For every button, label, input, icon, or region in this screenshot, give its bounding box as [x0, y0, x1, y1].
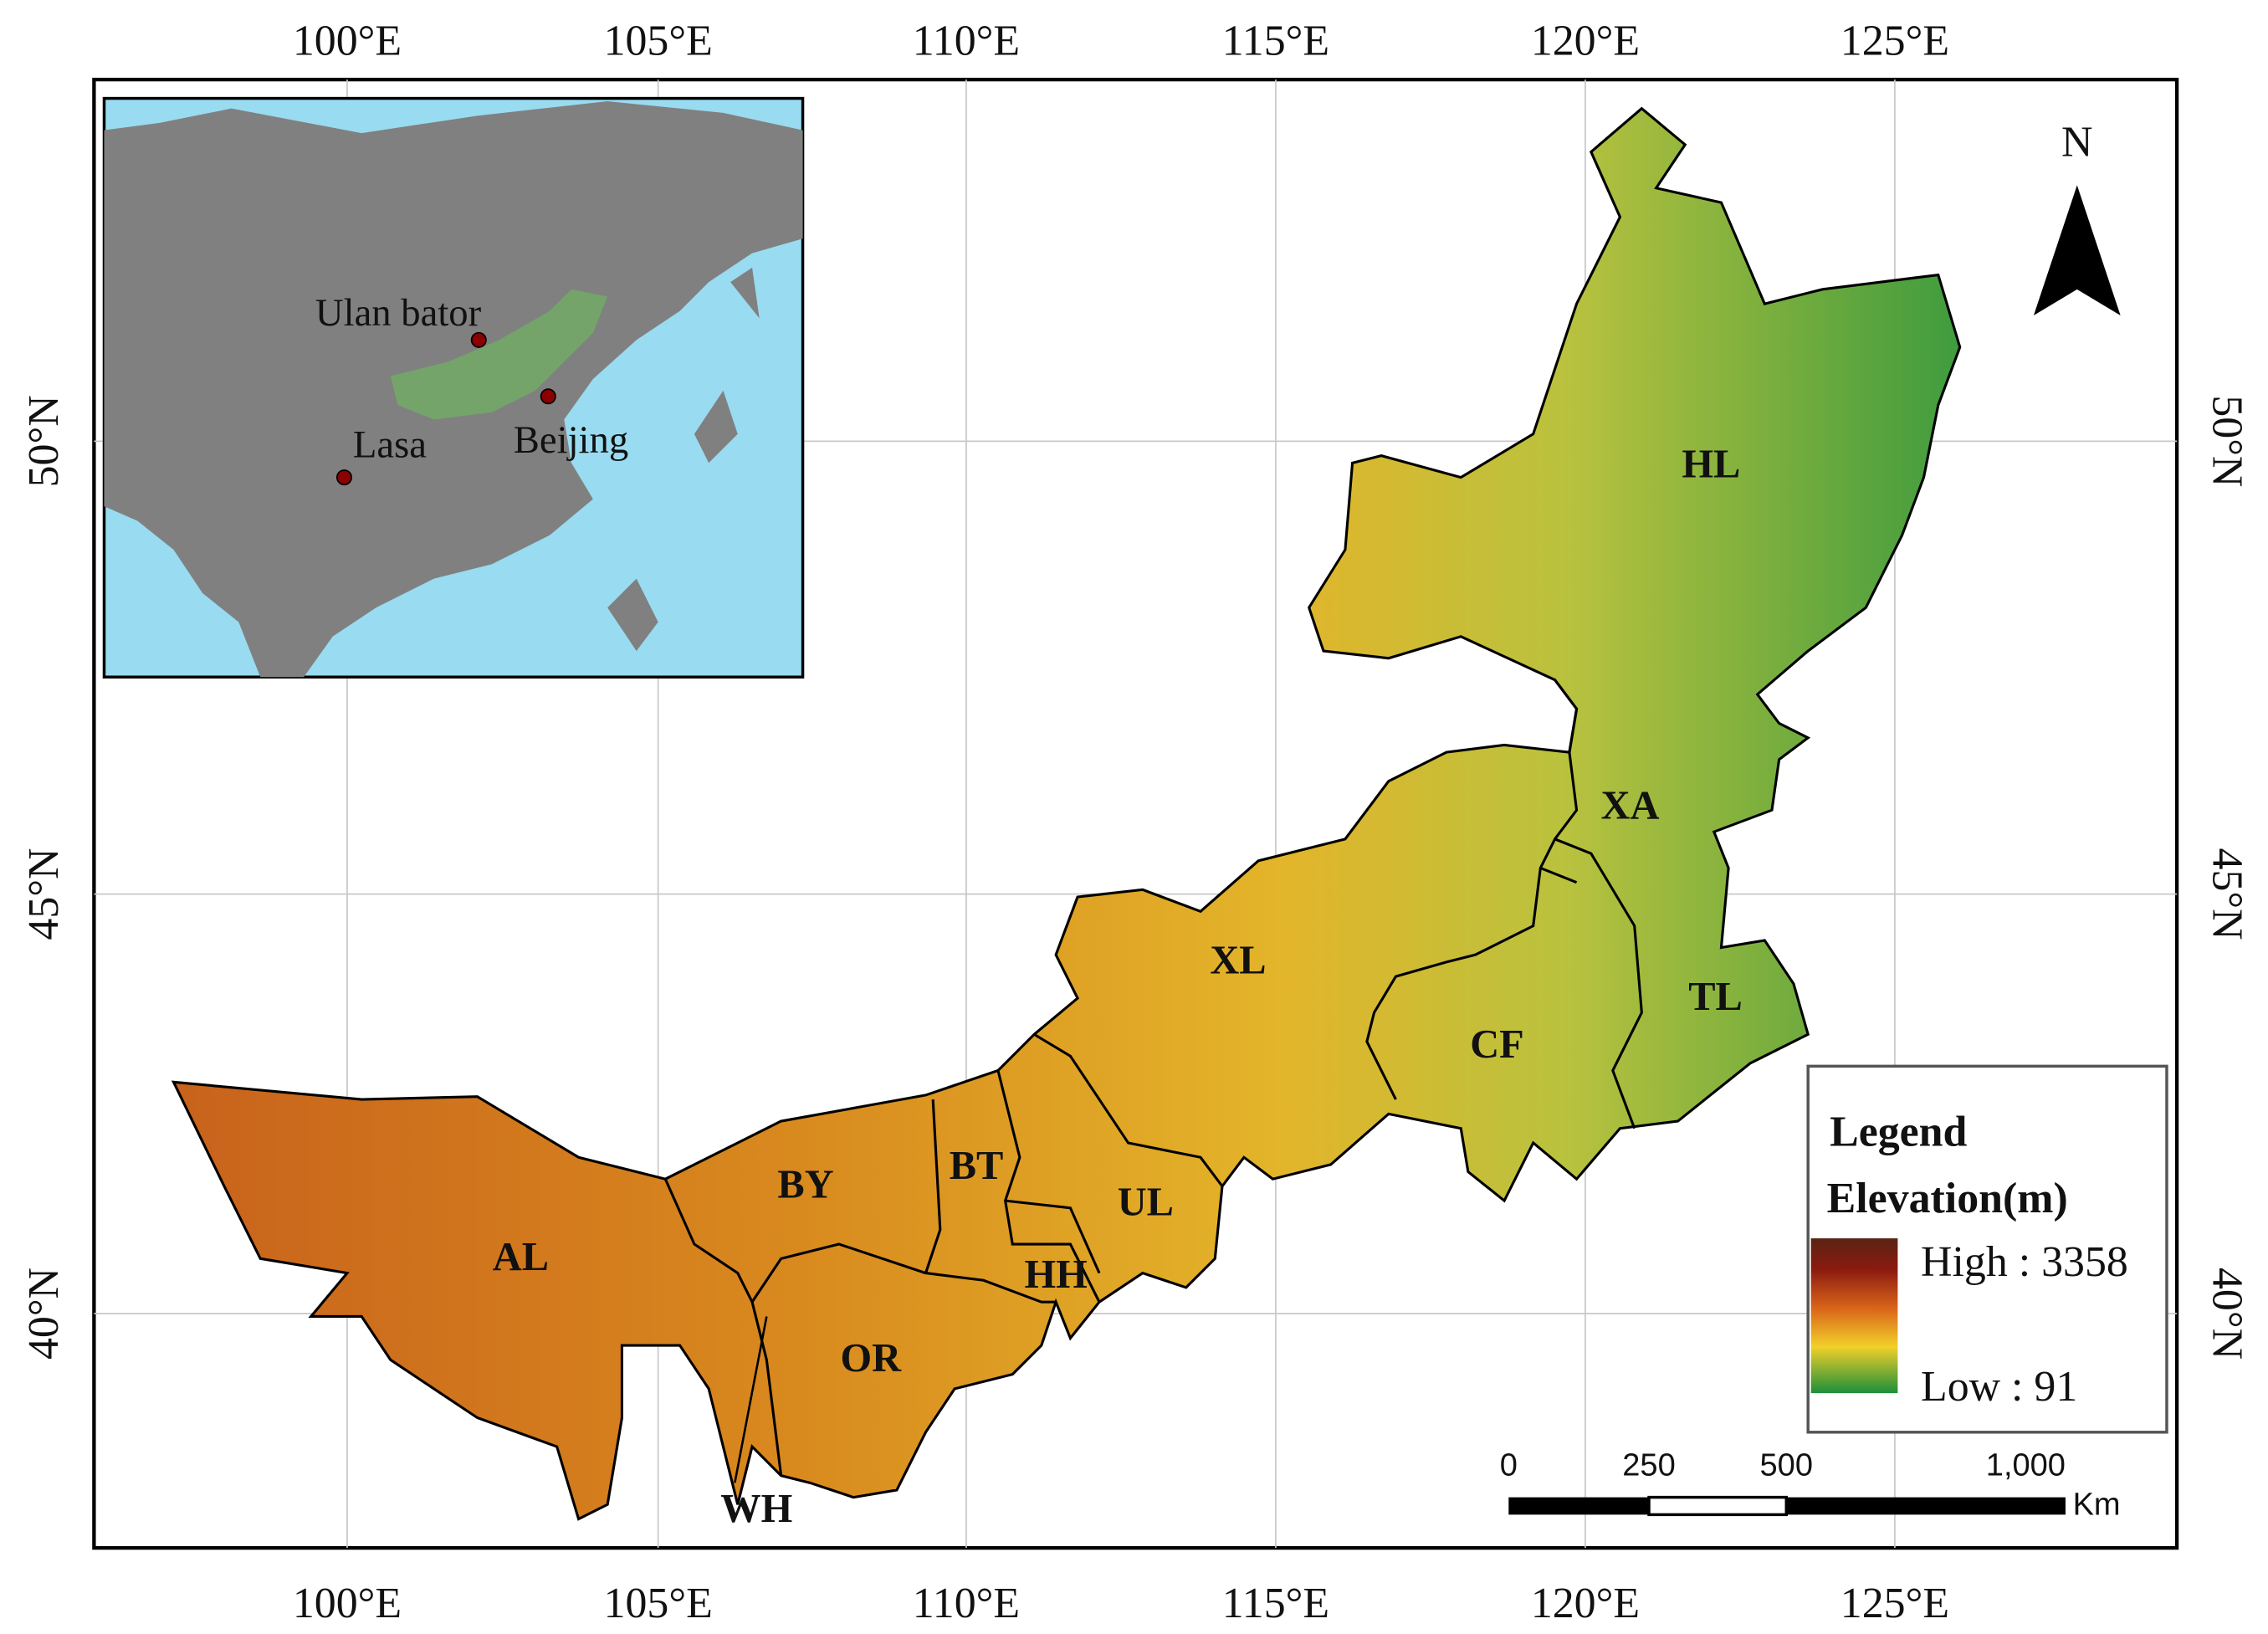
lon-label-bottom: 105°E: [604, 1580, 713, 1627]
scale-label: 0: [1500, 1448, 1518, 1483]
region-label: TL: [1688, 975, 1743, 1019]
study-area: [171, 106, 1962, 1521]
city-label: Beijing: [514, 418, 628, 462]
lat-label-right: 50°N: [2203, 395, 2250, 487]
scale-bar: [1508, 1495, 2066, 1517]
scale-label: 250: [1622, 1448, 1675, 1483]
lon-label-bottom: 125°E: [1841, 1580, 1949, 1627]
lon-label-top: 120°E: [1531, 18, 1640, 65]
lat-label-right: 40°N: [2203, 1268, 2250, 1360]
city-label: Ulan bator: [315, 291, 482, 335]
lon-label-bottom: 100°E: [293, 1580, 402, 1627]
region-boundaries: [663, 679, 1643, 1476]
region-label: UL: [1118, 1180, 1174, 1224]
lat-label-left: 45°N: [20, 848, 68, 940]
inset-map: [102, 96, 805, 679]
region-label: BT: [950, 1144, 1004, 1188]
legend-low: Low : 91: [1921, 1363, 2077, 1411]
legend-ramp: [1810, 1238, 1898, 1394]
lon-label-top: 125°E: [1841, 18, 1949, 65]
region-label: HL: [1682, 443, 1740, 487]
legend-title: Legend: [1830, 1108, 1967, 1155]
scale-unit: Km: [2073, 1487, 2121, 1522]
region-label: AL: [493, 1235, 549, 1279]
region-label: XL: [1210, 939, 1266, 983]
lat-label-left: 40°N: [20, 1268, 68, 1360]
scale-label: 500: [1760, 1448, 1813, 1483]
city-label: Lasa: [353, 423, 427, 466]
region-label: WH: [720, 1487, 792, 1531]
region-label: OR: [841, 1336, 903, 1380]
north-arrow: [2033, 185, 2121, 315]
lat-label-left: 50°N: [20, 395, 68, 487]
north-label: N: [2061, 119, 2092, 166]
scale-label: 1,000: [1986, 1448, 2066, 1483]
region-label: XA: [1601, 784, 1660, 828]
lon-label-top: 100°E: [293, 18, 402, 65]
leader-line: [734, 1316, 768, 1483]
lon-label-bottom: 120°E: [1531, 1580, 1640, 1627]
lon-label-bottom: 110°E: [913, 1580, 1020, 1627]
lon-label-top: 110°E: [913, 18, 1020, 65]
region-label: BY: [777, 1163, 833, 1207]
region-label: HH: [1024, 1252, 1087, 1297]
legend-subtitle: Elevation(m): [1827, 1175, 2068, 1222]
lat-label-right: 45°N: [2203, 848, 2250, 940]
region-label: CF: [1470, 1022, 1524, 1067]
lon-label-top: 105°E: [604, 18, 713, 65]
lon-label-bottom: 115°E: [1222, 1580, 1329, 1627]
legend-high: High : 3358: [1921, 1238, 2128, 1286]
lon-label-top: 115°E: [1222, 18, 1329, 65]
